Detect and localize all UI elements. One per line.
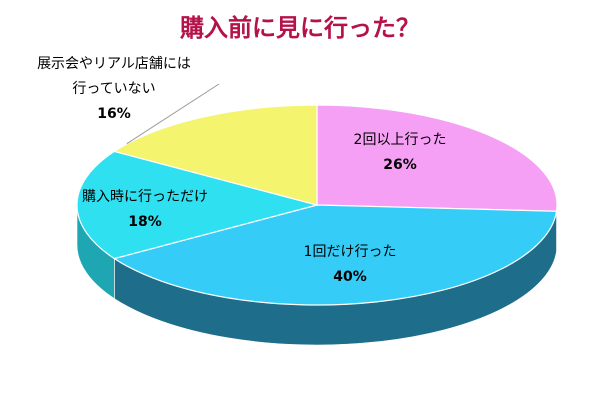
pie-slice-2: [112, 204, 558, 306]
slice-value-label: 18%: [128, 214, 162, 230]
pie-slice-1: [316, 104, 558, 212]
pie-slices: [76, 104, 558, 306]
slice-label-text: 展示会やリアル店舗には: [37, 56, 191, 72]
slice-label-1: 2回以上行った 26%: [330, 128, 470, 178]
slice-label-text: 購入時に行っただけ: [82, 189, 208, 205]
chart-title: 購入前に見に行った？: [180, 14, 420, 42]
slice-value-label: 16%: [97, 106, 131, 122]
slice-label-2: 1回だけ行った 40%: [275, 240, 425, 290]
label-leader-line: [126, 83, 220, 145]
pie-slice-3: [76, 150, 320, 260]
slice-label-text: 行っていない: [72, 81, 156, 97]
slice-label-text: 2回以上行った: [353, 132, 447, 148]
slice-label-3: 購入時に行っただけ 18%: [55, 185, 235, 235]
slice-value-label: 26%: [383, 157, 417, 173]
slice-value-label: 40%: [333, 269, 367, 285]
slice-label-4: 展示会やリアル店舗には 行っていない 16%: [0, 52, 228, 127]
slice-label-text: 1回だけ行った: [303, 244, 397, 260]
